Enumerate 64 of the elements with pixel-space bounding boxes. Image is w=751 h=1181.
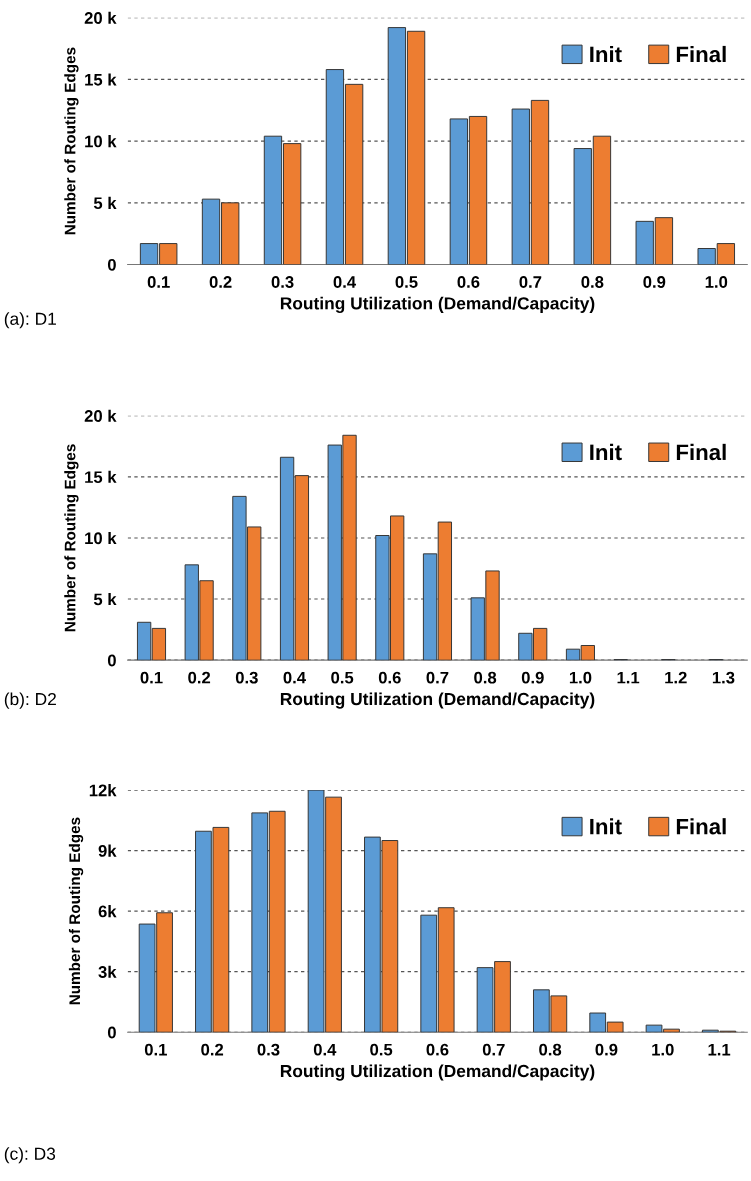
y-axis-title: Number of Routing Edges (64, 444, 79, 632)
x-tick-label: 0.8 (581, 276, 604, 288)
y-tick-label: 3k (98, 965, 117, 978)
text: (c): D3 (4, 1147, 56, 1164)
legend-label: Final (676, 818, 726, 835)
x-axis-title: Routing Utilization (Demand/Capacity) (280, 1064, 595, 1081)
y-tick-label: 9k (98, 844, 117, 857)
x-tick-label: 0.6 (378, 671, 401, 684)
x-tick-label: 0.2 (188, 671, 211, 684)
y-tick-label: 15 k (85, 73, 117, 86)
x-tick-label: 0.4 (313, 1043, 337, 1056)
x-tick-label: 1.0 (569, 671, 592, 684)
x-tick-label: 0.5 (370, 1043, 393, 1056)
x-tick-label: 0.6 (457, 276, 480, 288)
y-tick-label: 6k (98, 905, 117, 918)
x-tick-label: 0.8 (539, 1043, 562, 1056)
y-tick-label: 20 k (84, 409, 117, 422)
x-tick-label: 0.9 (595, 1043, 618, 1056)
x-tick-label: 0.1 (147, 276, 170, 288)
x-tick-label: 0.3 (235, 671, 258, 684)
x-tick-label: 0.5 (395, 276, 418, 288)
y-tick-label: 12k (89, 784, 117, 797)
x-axis-title: Routing Utilization (Demand/Capacity) (280, 692, 595, 709)
y-axis-title: Number of Routing Edges (68, 817, 84, 1005)
x-tick-label: 0.5 (331, 671, 354, 684)
x-tick-label: 0.3 (271, 276, 294, 288)
x-tick-label: 1.0 (652, 1043, 674, 1056)
x-tick-label: 1.3 (712, 671, 735, 684)
x-tick-label: 0.1 (144, 1043, 167, 1056)
legend-label: Init (590, 443, 622, 461)
x-tick-label: 1.0 (705, 276, 728, 288)
y-tick-label: 10 k (85, 135, 117, 148)
x-tick-label: 0.7 (426, 671, 449, 684)
x-tick-label: 0.8 (474, 671, 497, 684)
x-tick-label: 1.1 (708, 1043, 731, 1056)
legend-label: Init (590, 45, 622, 63)
y-tick-label: 0 (107, 258, 116, 271)
x-tick-label: 0.7 (519, 276, 542, 288)
legend-label: Init (590, 818, 622, 835)
x-tick-label: 0.9 (521, 671, 544, 684)
x-tick-label: 1.1 (617, 671, 640, 684)
text: (b): D2 (4, 692, 56, 709)
y-tick-label: 0 (107, 654, 116, 667)
x-tick-label: 0.4 (333, 276, 357, 288)
y-tick-label: 5 k (93, 196, 117, 210)
y-tick-label: 0 (107, 1026, 116, 1039)
legend-label: Final (676, 443, 726, 461)
y-axis-title: Number of Routing Edges (64, 47, 79, 235)
text: (a): D1 (4, 312, 56, 329)
x-tick-label: 0.4 (283, 671, 306, 684)
y-tick-label: 15 k (85, 470, 117, 484)
x-axis-title: Routing Utilization (Demand/Capacity) (280, 296, 595, 314)
y-tick-label: 5 k (93, 593, 117, 606)
x-tick-label: 0.7 (482, 1043, 505, 1056)
x-tick-label: 0.2 (201, 1043, 224, 1056)
x-tick-label: 0.9 (643, 276, 666, 288)
legend-label: Final (676, 45, 726, 63)
y-tick-label: 10 k (85, 531, 117, 545)
y-tick-label: 20 k (84, 11, 117, 24)
x-tick-label: 0.2 (209, 276, 232, 288)
x-tick-label: 0.3 (257, 1043, 280, 1056)
x-tick-label: 0.6 (426, 1043, 449, 1056)
x-tick-label: 1.2 (665, 671, 687, 684)
x-tick-label: 0.1 (140, 671, 163, 684)
